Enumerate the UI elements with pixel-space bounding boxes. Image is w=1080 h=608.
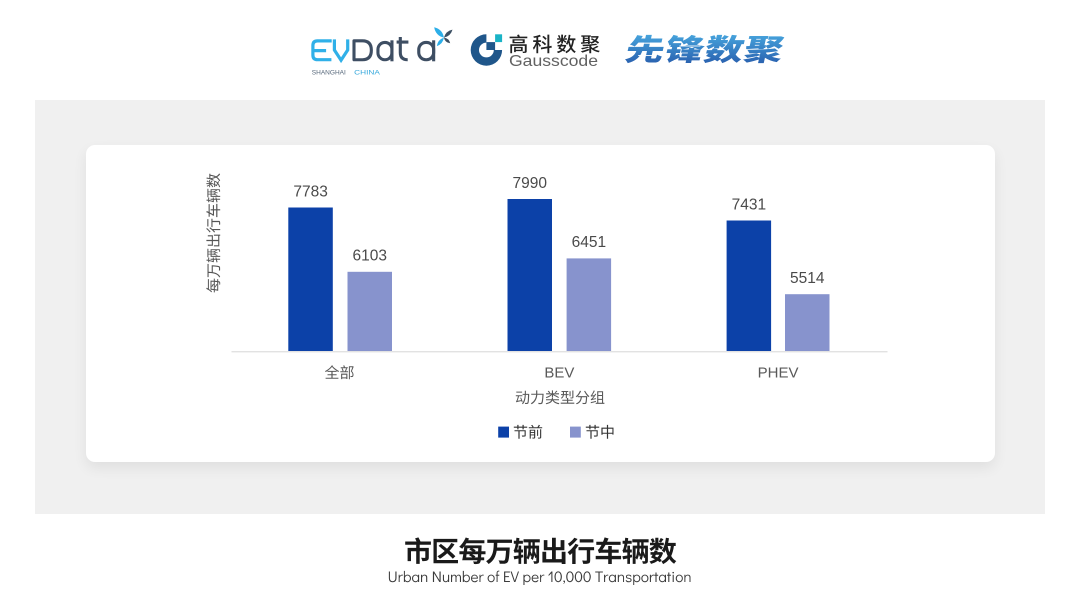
svg-text:Gausscode: Gausscode [509,53,598,70]
svg-text:7990: 7990 [513,175,548,192]
svg-text:PHEV: PHEV [758,365,799,382]
svg-text:7783: 7783 [293,183,327,200]
svg-text:6451: 6451 [572,234,606,251]
svg-text:CHINA: CHINA [354,70,381,77]
svg-text:BEV: BEV [544,365,574,382]
svg-text:6103: 6103 [353,248,387,265]
svg-text:5514: 5514 [790,270,825,287]
svg-text:7431: 7431 [732,196,766,213]
svg-text:SHANGHAI: SHANGHAI [312,70,346,77]
